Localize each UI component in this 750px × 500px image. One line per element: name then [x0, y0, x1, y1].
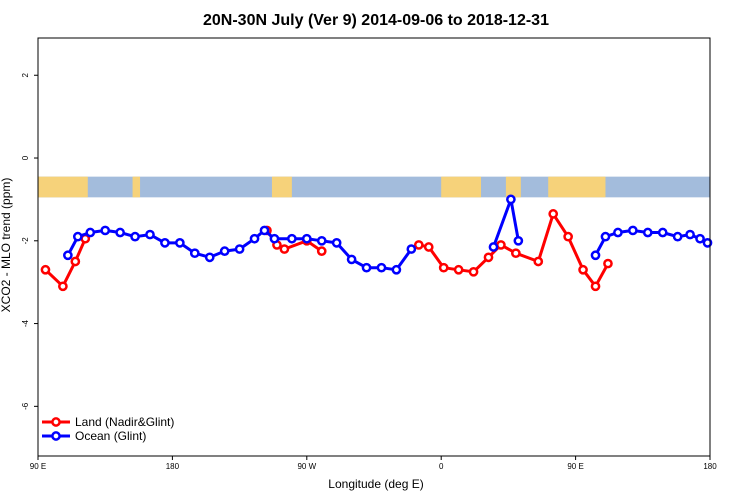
- map-land: [38, 176, 88, 198]
- data-point: [533, 256, 544, 267]
- map-land: [132, 176, 141, 198]
- legend-item: Land (Nadir&Glint): [42, 415, 174, 429]
- data-point: [301, 233, 312, 244]
- legend: Land (Nadir&Glint)Ocean (Glint): [42, 415, 174, 443]
- data-point: [548, 209, 559, 219]
- data-point: [175, 238, 185, 248]
- series-line: [594, 228, 709, 257]
- data-point: [578, 264, 588, 275]
- data-point: [234, 244, 245, 254]
- data-point: [506, 194, 516, 205]
- data-point: [642, 227, 653, 238]
- data-point: [488, 242, 499, 252]
- map-land: [548, 176, 606, 198]
- data-point: [130, 231, 140, 242]
- series-layer: [40, 194, 713, 292]
- data-point: [160, 238, 170, 248]
- data-point: [376, 262, 387, 273]
- legend-marker: [51, 417, 61, 427]
- data-point: [40, 264, 51, 275]
- data-point: [58, 281, 68, 292]
- data-point: [695, 233, 705, 244]
- x-tick-label: 90 E: [30, 462, 46, 471]
- legend-item: Ocean (Glint): [42, 429, 146, 443]
- data-point: [145, 229, 155, 240]
- x-tick-label: 90 W: [297, 462, 316, 471]
- data-point: [85, 227, 96, 238]
- y-tick-label: 2: [21, 72, 30, 77]
- data-point: [496, 240, 506, 250]
- x-tick-label: 180: [166, 462, 180, 471]
- data-point: [361, 262, 372, 273]
- data-point: [219, 246, 230, 256]
- legend-marker: [51, 431, 61, 441]
- data-point: [63, 250, 73, 261]
- data-point: [627, 225, 638, 236]
- map-ocean: [38, 176, 710, 198]
- plot-frame: [37, 37, 711, 457]
- data-point: [72, 231, 83, 242]
- data-point: [685, 229, 695, 240]
- y-tick-label: -4: [21, 319, 30, 327]
- data-point: [483, 252, 494, 263]
- map-land: [271, 176, 292, 198]
- y-axis: 2 0 -2 -4 -6: [21, 72, 38, 410]
- data-point: [657, 227, 668, 238]
- series-line: [44, 238, 87, 288]
- data-point: [287, 233, 297, 244]
- x-tick-label: 0: [439, 462, 444, 471]
- data-point: [391, 264, 402, 275]
- legend-label: Ocean (Glint): [75, 429, 146, 443]
- data-point: [279, 244, 290, 254]
- data-point: [406, 244, 417, 254]
- y-tick-label: -6: [21, 402, 30, 410]
- series-ocean: [63, 194, 713, 275]
- data-point: [115, 227, 125, 238]
- data-point: [613, 227, 623, 238]
- data-point: [70, 256, 81, 267]
- data-point: [259, 225, 270, 236]
- data-point: [438, 262, 449, 273]
- data-point: [413, 240, 424, 250]
- map-strip: [38, 176, 710, 198]
- chart-title: 20N-30N July (Ver 9) 2014-09-06 to 2018-…: [203, 12, 549, 29]
- data-point: [590, 281, 601, 292]
- data-point: [563, 231, 573, 242]
- data-point: [511, 248, 521, 259]
- data-point: [316, 246, 327, 256]
- data-point: [316, 235, 327, 246]
- data-point: [702, 238, 713, 248]
- data-point: [269, 233, 280, 244]
- map-land: [441, 176, 482, 198]
- data-point: [189, 248, 200, 259]
- y-tick-label: -2: [21, 237, 30, 245]
- x-tick-label: 180: [703, 462, 717, 471]
- data-point: [672, 231, 683, 242]
- data-point: [100, 225, 111, 236]
- data-point: [600, 231, 611, 242]
- data-point: [331, 238, 342, 248]
- data-point: [590, 250, 601, 261]
- data-point: [603, 258, 613, 269]
- y-axis-label: XCO2 - MLO trend (ppm): [0, 178, 13, 313]
- legend-label: Land (Nadir&Glint): [75, 415, 174, 429]
- y-tick-label: 0: [21, 155, 30, 160]
- data-point: [453, 264, 464, 275]
- data-point: [249, 233, 260, 244]
- x-axis-label: Longitude (deg E): [328, 477, 423, 491]
- x-tick-label: 90 E: [567, 462, 583, 471]
- data-point: [468, 266, 479, 277]
- data-point: [346, 254, 357, 265]
- map-land: [505, 176, 521, 198]
- data-point: [513, 235, 524, 246]
- x-axis: 90 E 180 90 W 0 90 E 180: [30, 456, 717, 471]
- series-land: [40, 209, 613, 292]
- data-point: [204, 252, 215, 263]
- data-point: [423, 242, 434, 252]
